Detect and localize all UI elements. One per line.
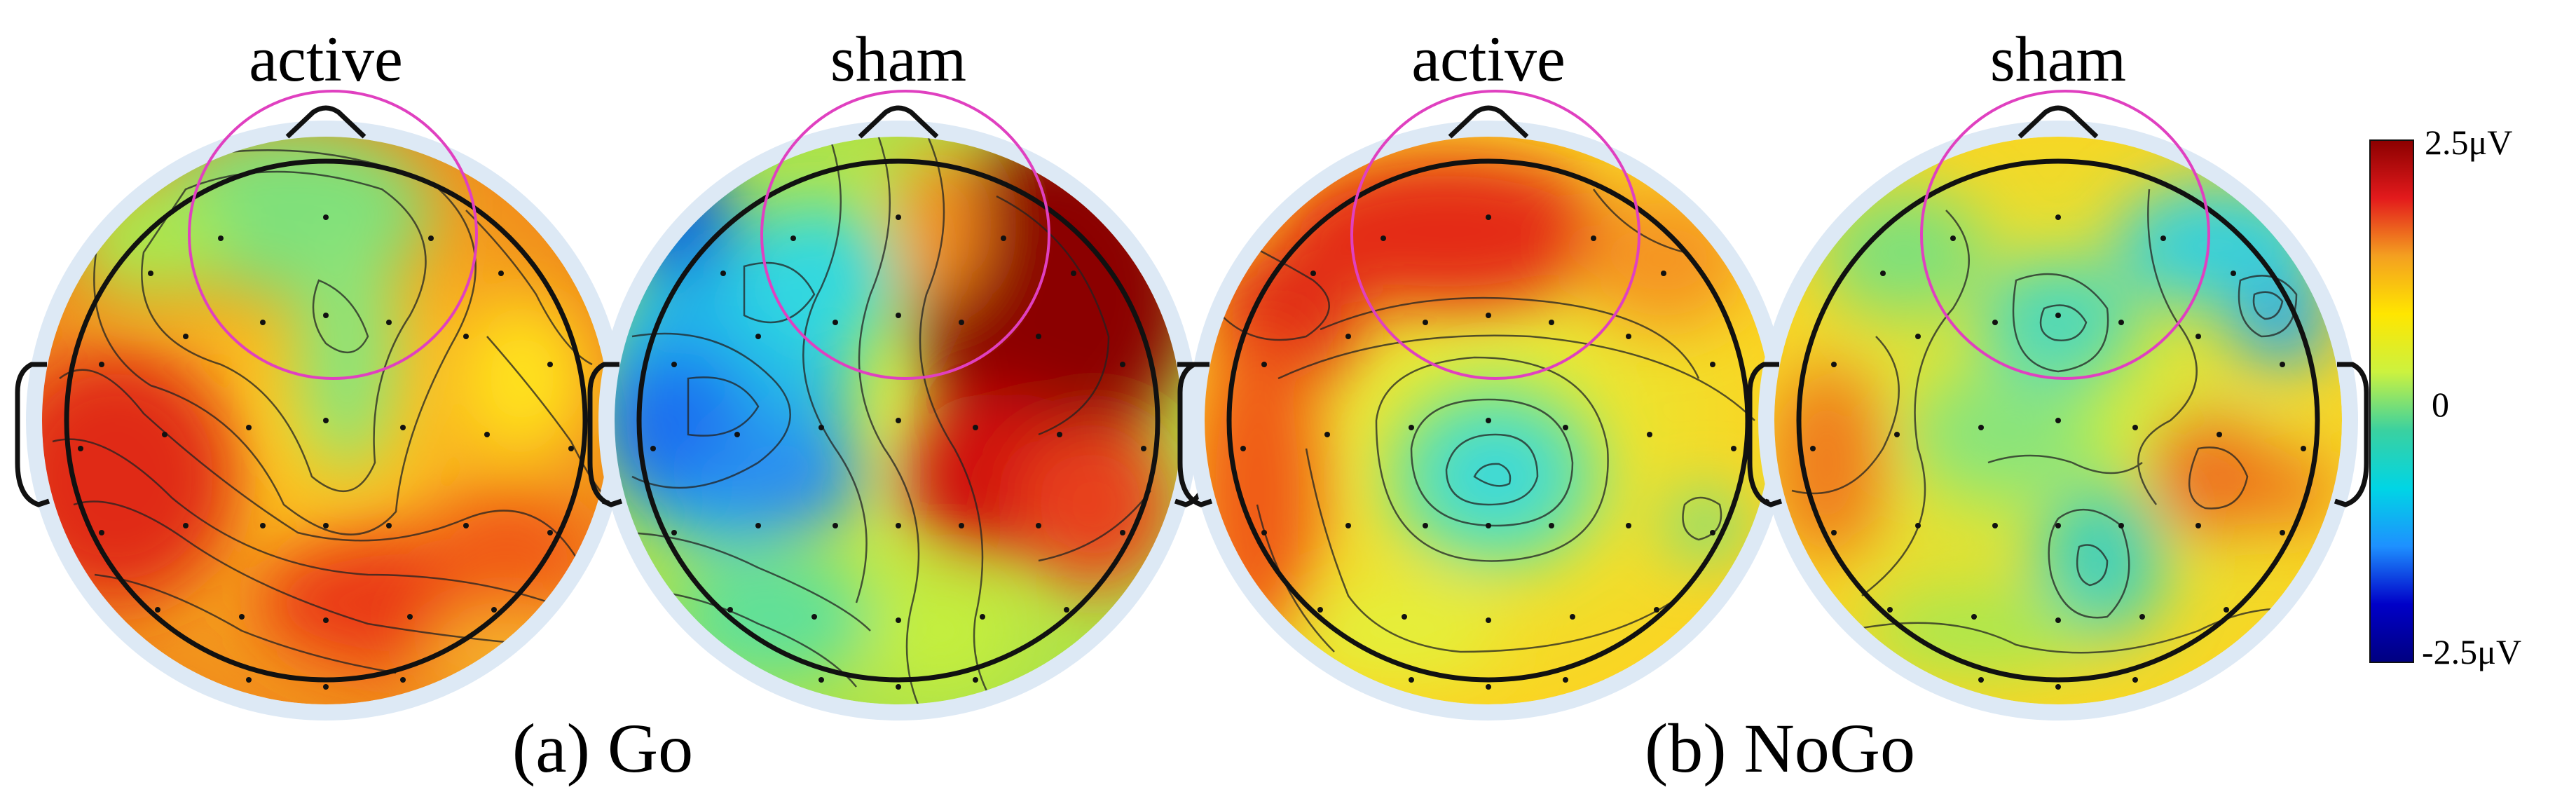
electrode-dots <box>1240 214 1736 690</box>
nose <box>2017 105 2099 139</box>
roi-circle <box>1920 90 2210 380</box>
roi-circle <box>1350 90 1640 380</box>
nose <box>858 105 939 139</box>
right-ear <box>2334 362 2369 507</box>
group-label-go: (a) Go <box>512 709 694 787</box>
electrode-dots <box>78 214 574 690</box>
roi-circle <box>760 90 1050 380</box>
colorbar <box>2369 139 2414 663</box>
map-title-nogo-active: active <box>1411 23 1566 95</box>
topomap-nogo-sham <box>1747 90 2369 720</box>
left-ear <box>15 362 50 507</box>
contour-lines <box>52 149 607 674</box>
colorbar-mid-label: 0 <box>2432 385 2449 424</box>
head-outline <box>64 158 588 683</box>
colorbar-gradient <box>2369 139 2414 663</box>
contour-lines <box>1214 189 1755 653</box>
left-ear <box>587 362 623 507</box>
map-title-go-active: active <box>249 23 403 95</box>
electrode-dots <box>650 214 1146 690</box>
map-title-go-sham: sham <box>830 23 967 95</box>
nose <box>1448 105 1529 139</box>
head-outline <box>1796 158 2320 683</box>
nose <box>285 105 366 139</box>
head-outline <box>636 158 1160 683</box>
topomap-go-active <box>15 90 637 720</box>
left-ear <box>1177 362 1213 507</box>
electrode-dots <box>1810 214 2306 690</box>
roi-circle <box>188 90 478 380</box>
topomap-go-sham <box>587 90 1210 720</box>
colorbar-max-label: 2.5μV <box>2425 123 2513 162</box>
left-ear <box>1747 362 1783 507</box>
colorbar-min-label: -2.5μV <box>2422 632 2522 671</box>
contour-lines <box>1791 189 2325 654</box>
map-title-nogo-sham: sham <box>1989 23 2127 95</box>
topomap-nogo-active <box>1177 90 1800 720</box>
group-label-nogo: (b) NoGo <box>1644 709 1916 787</box>
